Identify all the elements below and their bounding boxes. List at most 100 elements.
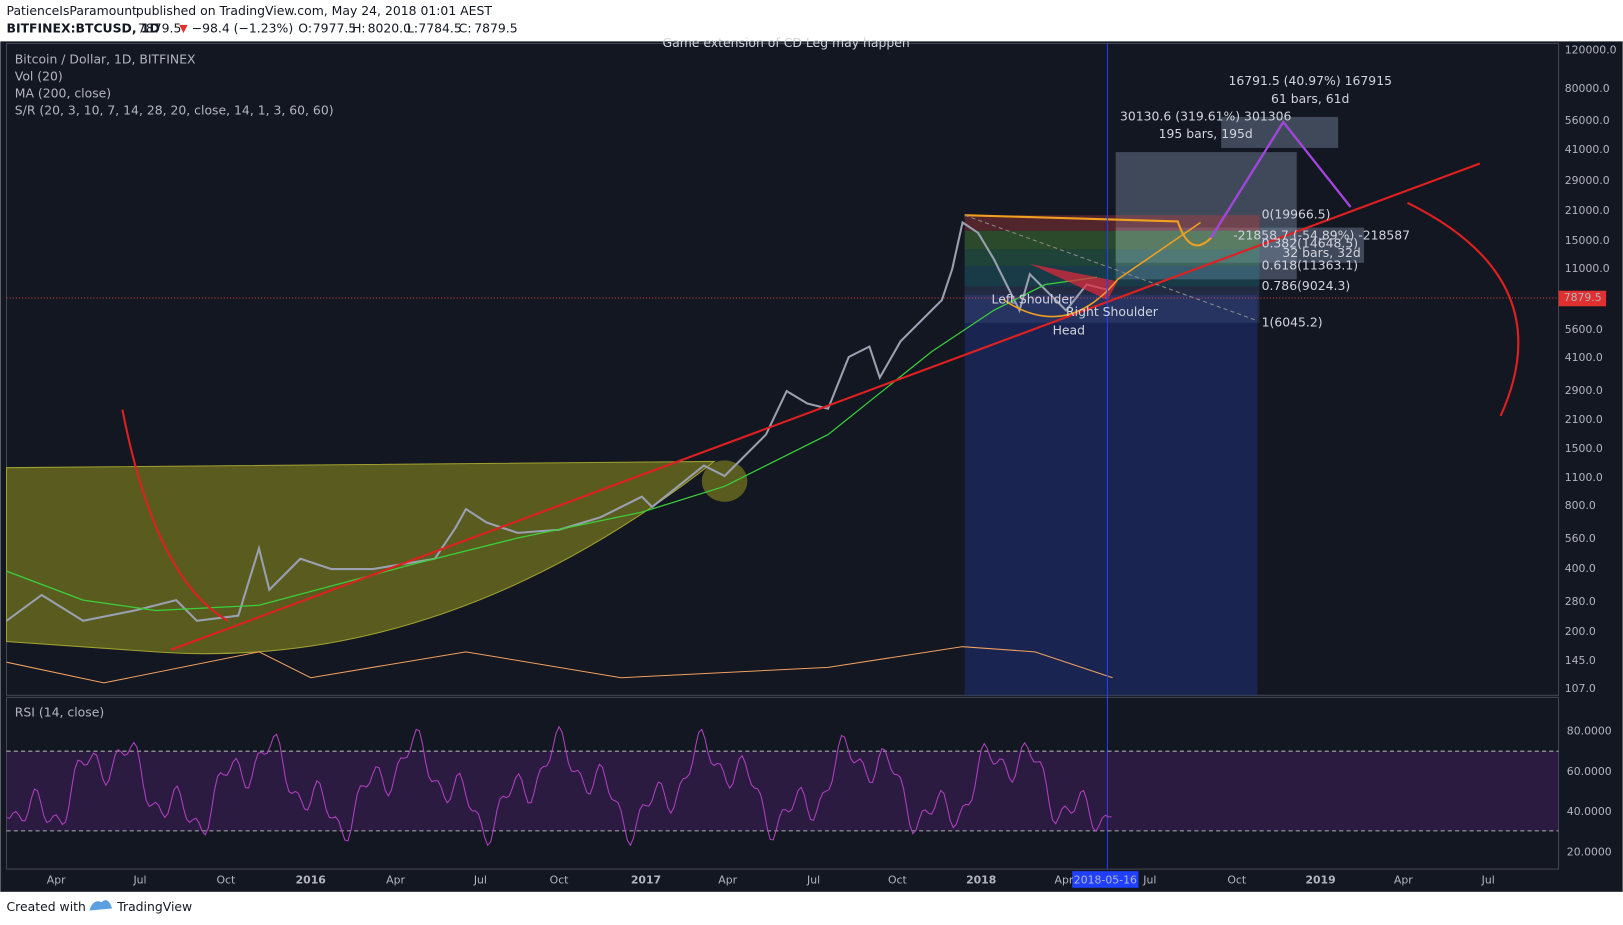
fib-label: 0(19966.5): [1262, 207, 1331, 222]
cup-pattern: [6, 460, 716, 655]
triangle: [1029, 263, 1118, 301]
time-tick-label: Jul: [806, 874, 820, 887]
price-tick-label: 56000.0: [1565, 114, 1610, 127]
price-tick-label: 560.0: [1565, 532, 1596, 545]
measure-label: -21858.7 (-54.89%) -218587: [1233, 227, 1410, 242]
cursor-date: 2018-05-16: [1074, 874, 1137, 887]
arc: [1407, 201, 1520, 417]
published: published on TradingView.com, May 24, 20…: [136, 3, 493, 18]
price-tick-label: 5600.0: [1565, 323, 1603, 336]
price-tick-label: 1100.0: [1565, 471, 1603, 484]
time-tick-label: Apr: [1394, 874, 1413, 887]
symbol-last: 7879.5: [138, 20, 181, 35]
legend-line: MA (200, close): [15, 86, 111, 101]
current-price: 7879.5: [1564, 291, 1602, 304]
symbol-high-label: H:: [352, 20, 366, 35]
rsi-title: RSI (14, close): [15, 704, 104, 719]
symbol-change: −98.4 (−1.23%): [192, 20, 293, 35]
measure-box: [1115, 227, 1365, 263]
legend-line: Vol (20): [15, 69, 63, 84]
time-tick-label: 2016: [296, 874, 326, 887]
price-tick-label: 11000.0: [1565, 262, 1610, 275]
measure-label: 195 bars, 195d: [1159, 126, 1253, 141]
footer-text: Created with: [7, 899, 86, 914]
time-tick-label: Apr: [718, 874, 737, 887]
price-tick-label: 29000.0: [1565, 174, 1610, 187]
price-tick-label: 41000.0: [1565, 143, 1610, 156]
measure-box: [1221, 116, 1339, 148]
rsi-tick-label: 60.0000: [1567, 765, 1612, 778]
price-tick-label: 200.0: [1565, 625, 1596, 638]
range-shade: [964, 294, 1258, 696]
fib-band: [964, 286, 1260, 323]
rsi-pane: [6, 696, 1560, 870]
arc: [121, 409, 229, 622]
time-tick-label: 2017: [631, 874, 661, 887]
price-tick-label: 107.0: [1565, 682, 1596, 695]
time-tick-label: Oct: [216, 874, 235, 887]
measure-label: 30130.6 (319.61%) 301306: [1120, 108, 1292, 123]
fib-band: [964, 230, 1260, 250]
price-badge: [1558, 290, 1607, 307]
measure-label: 16791.5 (40.97%) 167915: [1228, 73, 1392, 88]
fib-label: 0.618(11363.1): [1262, 257, 1359, 272]
pattern-label: Head: [1053, 323, 1085, 338]
time-tick-label: 2018: [966, 874, 996, 887]
price-tick-label: 2100.0: [1565, 413, 1603, 426]
time-tick-label: Apr: [47, 874, 66, 887]
time-tick-label: Oct: [888, 874, 907, 887]
price-tick-label: 21000.0: [1565, 204, 1610, 217]
symbol-open: 7977.5: [313, 20, 356, 35]
fib-label: 0.382(14648.5): [1262, 236, 1359, 251]
pattern-label: Right Shoulder: [1066, 304, 1159, 319]
time-tick-label: Jul: [1142, 874, 1156, 887]
price-tick-label: 1500.0: [1565, 442, 1603, 455]
logo: [89, 900, 113, 911]
footer-brand: TradingView: [116, 899, 192, 914]
author: PatienceIsParamount: [7, 3, 138, 18]
legend-line: Bitcoin / Dollar, 1D, BITFINEX: [15, 52, 196, 67]
volume-ma: [6, 646, 1113, 684]
price-tick-label: 800.0: [1565, 499, 1596, 512]
symbol-open-label: O:: [298, 20, 312, 35]
rsi-line: [6, 725, 1112, 847]
top-note: Game extension of CD Leg may happen: [663, 35, 910, 50]
handle-pattern: [701, 460, 748, 502]
footer-bg: [0, 891, 1623, 925]
trend-line: [170, 162, 1481, 651]
fib-label: 1(6045.2): [1262, 314, 1323, 329]
rsi-band: [6, 751, 1559, 831]
symbol-symbol: BITFINEX:BTCUSD, 1D: [7, 20, 160, 35]
pattern-label: Left Shoulder: [992, 292, 1075, 307]
price-tick-label: 145.0: [1565, 654, 1596, 667]
time-tick-label: Jul: [1481, 874, 1495, 887]
price-tick-label: 2900.0: [1565, 384, 1603, 397]
time-tick-label: Jul: [132, 874, 146, 887]
symbol-low: 7784.5: [418, 20, 461, 35]
symbol-high: 8020.0: [368, 20, 412, 35]
price-tick-label: 80000.0: [1565, 82, 1610, 95]
down-arrow: [179, 24, 188, 34]
time-tick-label: Apr: [1055, 874, 1074, 887]
time-tick-label: 2019: [1305, 874, 1335, 887]
date-badge: [1072, 871, 1139, 888]
fib-band: [964, 215, 1260, 231]
price-tick-label: 400.0: [1565, 562, 1596, 575]
price-tick-label: 280.0: [1565, 595, 1596, 608]
fib-label: 0.786(9024.3): [1262, 278, 1351, 293]
price-tick-label: 120000.0: [1565, 44, 1617, 57]
price-tick-label: 4100.0: [1565, 351, 1603, 364]
fib-band: [964, 249, 1260, 266]
projection-arrow: [1210, 120, 1352, 239]
rsi-tick-label: 20.0000: [1567, 846, 1612, 859]
measure-label: 61 bars, 61d: [1271, 91, 1349, 106]
symbol-low-label: L:: [407, 20, 418, 35]
time-tick-label: Apr: [386, 874, 405, 887]
price-tick-label: 15000.0: [1565, 234, 1610, 247]
symbol-close: 7879.5: [474, 20, 517, 35]
time-tick-label: Oct: [1227, 874, 1246, 887]
price-line: [5, 220, 1108, 622]
measure-box: [1115, 152, 1297, 280]
rsi-tick-label: 40.0000: [1567, 805, 1612, 818]
